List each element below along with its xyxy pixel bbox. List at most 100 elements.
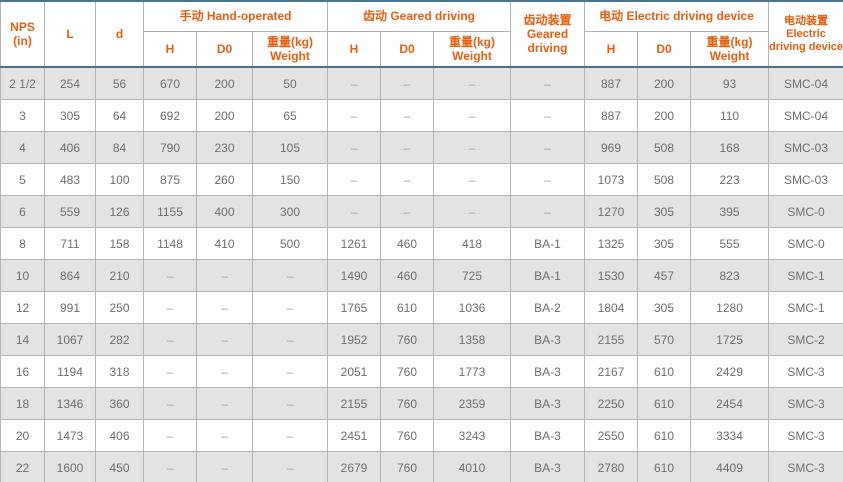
table-cell: 555 [690,227,770,260]
table-cell: – [143,355,197,388]
table-cell: 223 [690,163,770,196]
table-row: 4 406 84 790 230 105– – – –969 508 168 SMC-03 [0,131,843,164]
table-cell: SMC-04 [768,99,843,132]
table-cell: 2155 [584,323,639,356]
table-cell: – [327,131,381,164]
table-cell: 2250 [584,387,639,420]
table-cell: – [252,323,328,356]
table-cell: 711 [44,227,96,260]
table-cell: 670 [143,66,197,100]
table-cell: – [252,291,328,324]
table-cell: – [143,259,197,292]
table-cell: 418 [432,227,512,260]
table-cell: 360 [95,387,144,420]
table-cell: 105 [252,131,328,164]
table-cell: BA-3 [510,323,586,356]
table-cell: 3 [0,99,45,132]
table-cell: 93 [690,66,770,100]
table-cell: 1765 [327,291,381,324]
table-cell: SMC-0 [768,195,843,228]
col-header-d: d [95,0,144,68]
table-cell: – [510,163,586,196]
table-cell: 12 [0,291,45,324]
col-header-nps-line1: NPS [10,20,35,34]
sub-header-electric-weight-cn: 重量(kg) [706,34,753,49]
table-cell: BA-3 [510,387,586,420]
table-cell: 570 [637,323,692,356]
table-cell: 3334 [690,419,770,452]
table-cell: SMC-04 [768,66,843,100]
table-cell: 406 [95,419,144,452]
table-cell: 1358 [432,323,512,356]
group-header-electric-driving: 电动 Electric driving device [584,0,770,32]
table-header: NPS (in) L d 手动 Hand-operated 齿动 Geared … [0,0,843,68]
sub-header-geared-h: H [327,30,381,68]
table-cell: 2051 [327,355,381,388]
table-cell: – [432,99,512,132]
table-cell: SMC-3 [768,451,843,482]
table-cell: 875 [143,163,197,196]
col-header-geared-device-en1: Geared [526,27,569,41]
table-cell: 1952 [327,323,381,356]
table-cell: 305 [637,227,692,260]
table-cell: 1270 [584,195,639,228]
table-cell: 410 [196,227,253,260]
sub-header-electric-d0: D0 [637,30,692,68]
table-cell: 305 [637,291,692,324]
table-cell: – [510,66,586,100]
table-cell: 1473 [44,419,96,452]
table-cell: – [327,163,381,196]
table-row: 10 864 210– – –1490 460 725 BA-1 1530 457 823 SMC-1 [0,259,843,292]
table-cell: 760 [380,355,434,388]
table-cell: – [380,66,434,100]
group-header-geared-driving: 齿动 Geared driving [326,0,512,32]
table-cell: 200 [637,99,692,132]
table-cell: – [252,451,328,482]
table-cell: 168 [690,131,770,164]
table-cell: – [143,419,197,452]
table-cell: 1194 [44,355,96,388]
table-cell: 508 [637,131,692,164]
table-cell: 158 [95,227,144,260]
table-cell: 450 [95,451,144,482]
table-cell: 305 [44,99,96,132]
table-cell: 318 [95,355,144,388]
table-cell: 406 [44,131,96,164]
table-cell: 610 [637,355,692,388]
table-cell: BA-3 [510,451,586,482]
table-cell: 2550 [584,419,639,452]
sub-header-hand-weight-cn: 重量(kg) [267,34,313,49]
table-cell: 14 [0,323,45,356]
col-header-nps: NPS (in) [0,0,45,68]
table-cell: 200 [196,99,253,132]
table-cell: 1804 [584,291,639,324]
sub-header-geared-d0: D0 [380,30,434,68]
table-cell: – [196,355,253,388]
table-cell: 22 [0,451,45,482]
table-cell: 126 [95,195,144,228]
table-cell: 2451 [327,419,381,452]
table-cell: BA-3 [510,419,586,452]
col-header-electric-device-en2: driving device [769,40,843,53]
table-cell: 6 [0,195,45,228]
table-cell: 864 [44,259,96,292]
table-row: 8 711 158 1148 410 500 1261 460 418 BA-1 1325 305 55… [0,227,843,260]
table-cell: – [252,387,328,420]
table-cell: 559 [44,195,96,228]
table-cell: SMC-3 [768,387,843,420]
col-header-electric-device-en1: Electric [786,27,826,40]
table-cell: 4409 [690,451,770,482]
table-cell: – [196,419,253,452]
table-body: 2 1/2 254 56 670 200 50– – – –887 200 93 SMC-04 3 305… [0,66,843,482]
group-header-hand-operated: 手动 Hand-operated [143,0,328,32]
table-cell: – [143,291,197,324]
col-header-geared-device-cn: 齿动装置 [523,13,572,27]
table-cell: 65 [252,99,328,132]
table-cell: SMC-1 [768,291,843,324]
table-cell: 2 1/2 [0,66,45,100]
col-header-geared-device-en2: driving [527,41,568,55]
table-cell: – [143,323,197,356]
sub-header-hand-h: H [143,30,197,68]
